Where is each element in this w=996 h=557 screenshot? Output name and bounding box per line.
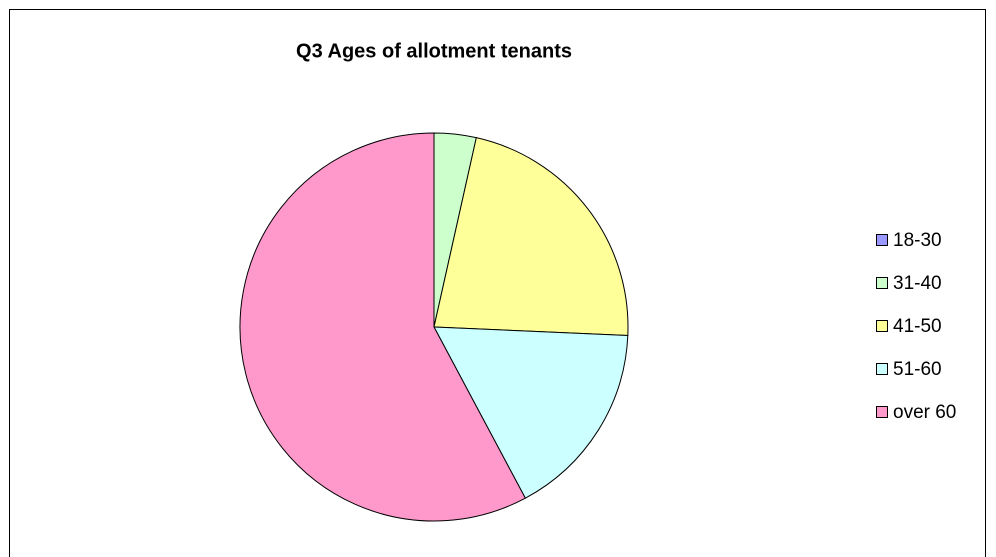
pie-slice [239,132,526,522]
legend-label: 18-30 [893,230,942,251]
legend-swatch [876,234,888,246]
legend-label: 51-60 [893,359,942,380]
pie-slice [433,326,629,499]
legend-label: 31-40 [893,273,942,294]
pie-slice [433,137,629,337]
legend-label: over 60 [893,402,956,423]
plot-area: Q3 Ages of allotment tenants 18-30 31-40 4… [239,40,956,522]
legend-swatch [876,277,888,289]
legend-swatch [876,363,888,375]
legend-swatch [876,320,888,332]
legend-label: 41-50 [893,316,942,337]
legend-swatch [876,406,888,418]
chart-title: Q3 Ages of allotment tenants [296,40,572,62]
